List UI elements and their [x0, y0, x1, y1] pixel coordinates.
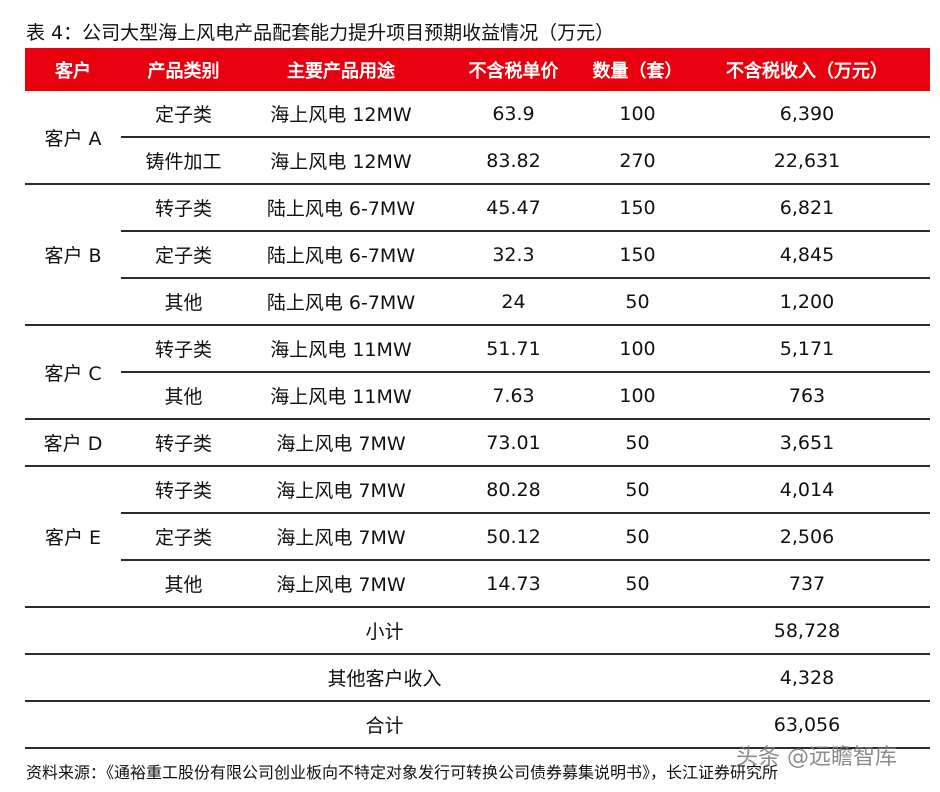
unit-price-cell: 45.47 [436, 184, 591, 232]
revenue-cell: 763 [684, 372, 930, 420]
client-cell: 客户 C [25, 325, 121, 420]
other-clients-label: 其他客户收入 [25, 654, 684, 702]
usage-cell: 海上风电 12MW [246, 137, 436, 185]
table-row: 铸件加工 海上风电 12MW 83.82 270 22,631 [25, 137, 930, 185]
header-usage: 主要产品用途 [246, 48, 436, 91]
unit-price-cell: 24 [436, 278, 591, 326]
category-cell: 转子类 [121, 419, 246, 467]
quantity-cell: 50 [591, 466, 684, 514]
quantity-cell: 50 [591, 419, 684, 467]
client-cell: 客户 E [25, 466, 121, 608]
table-row: 其他 陆上风电 6-7MW 24 50 1,200 [25, 278, 930, 326]
usage-cell: 海上风电 7MW [246, 560, 436, 608]
table-header-row: 客户 产品类别 主要产品用途 不含税单价 数量（套） 不含税收入（万元） [25, 48, 930, 91]
quantity-cell: 150 [591, 184, 684, 232]
category-cell: 其他 [121, 372, 246, 420]
source-note: 资料来源：《通裕重工股份有限公司创业板向不特定对象发行可转换公司债券募集说明书》… [26, 763, 779, 782]
table-row: 定子类 陆上风电 6-7MW 32.3 150 4,845 [25, 231, 930, 279]
unit-price-cell: 7.63 [436, 372, 591, 420]
revenue-cell: 3,651 [684, 419, 930, 467]
other-clients-value: 4,328 [684, 654, 930, 702]
revenue-cell: 6,821 [684, 184, 930, 232]
subtotal-label: 小计 [25, 607, 684, 655]
client-cell: 客户 D [25, 419, 121, 467]
category-cell: 其他 [121, 278, 246, 326]
unit-price-cell: 32.3 [436, 231, 591, 279]
revenue-cell: 5,171 [684, 325, 930, 373]
category-cell: 铸件加工 [121, 137, 246, 185]
revenue-cell: 22,631 [684, 137, 930, 185]
usage-cell: 海上风电 7MW [246, 513, 436, 561]
revenue-cell: 6,390 [684, 91, 930, 138]
unit-price-cell: 80.28 [436, 466, 591, 514]
table-row: 其他 海上风电 7MW 14.73 50 737 [25, 560, 930, 608]
quantity-cell: 100 [591, 372, 684, 420]
unit-price-cell: 14.73 [436, 560, 591, 608]
category-cell: 定子类 [121, 231, 246, 279]
unit-price-cell: 63.9 [436, 91, 591, 138]
usage-cell: 海上风电 7MW [246, 466, 436, 514]
revenue-cell: 737 [684, 560, 930, 608]
total-row: 合计 63,056 [25, 701, 930, 749]
other-clients-row: 其他客户收入 4,328 [25, 654, 930, 702]
header-revenue: 不含税收入（万元） [684, 48, 930, 91]
unit-price-cell: 50.12 [436, 513, 591, 561]
unit-price-cell: 73.01 [436, 419, 591, 467]
client-cell: 客户 A [25, 91, 121, 185]
subtotal-row: 小计 58,728 [25, 607, 930, 655]
usage-cell: 陆上风电 6-7MW [246, 278, 436, 326]
quantity-cell: 100 [591, 91, 684, 138]
quantity-cell: 50 [591, 560, 684, 608]
total-label: 合计 [25, 701, 684, 749]
table-row: 定子类 海上风电 7MW 50.12 50 2,506 [25, 513, 930, 561]
header-client: 客户 [25, 48, 121, 91]
usage-cell: 海上风电 7MW [246, 419, 436, 467]
category-cell: 转子类 [121, 325, 246, 373]
table-row: 客户 B 转子类 陆上风电 6-7MW 45.47 150 6,821 [25, 184, 930, 326]
revenue-cell: 4,014 [684, 466, 930, 514]
table-row: 客户 C 转子类 海上风电 11MW 51.71 100 5,171 [25, 325, 930, 420]
revenue-cell: 1,200 [684, 278, 930, 326]
revenue-cell: 4,845 [684, 231, 930, 279]
usage-cell: 陆上风电 6-7MW [246, 231, 436, 279]
usage-cell: 海上风电 11MW [246, 325, 436, 373]
usage-cell: 海上风电 12MW [246, 91, 436, 138]
quantity-cell: 50 [591, 513, 684, 561]
quantity-cell: 50 [591, 278, 684, 326]
category-cell: 定子类 [121, 91, 246, 138]
watermark: 头条 @远瞻智库 [736, 745, 897, 770]
total-value: 63,056 [684, 701, 930, 749]
quantity-cell: 100 [591, 325, 684, 373]
category-cell: 其他 [121, 560, 246, 608]
subtotal-value: 58,728 [684, 607, 930, 655]
header-category: 产品类别 [121, 48, 246, 91]
category-cell: 转子类 [121, 184, 246, 232]
unit-price-cell: 51.71 [436, 325, 591, 373]
revenue-table: 客户 产品类别 主要产品用途 不含税单价 数量（套） 不含税收入（万元） 客户 … [25, 48, 930, 749]
usage-cell: 陆上风电 6-7MW [246, 184, 436, 232]
unit-price-cell: 83.82 [436, 137, 591, 185]
client-cell: 客户 B [25, 184, 121, 326]
table-row: 客户 E 转子类 海上风电 7MW 80.28 50 4,014 [25, 466, 930, 608]
category-cell: 转子类 [121, 466, 246, 514]
table-row: 客户 D 转子类 海上风电 7MW 73.01 50 3,651 [25, 419, 930, 467]
header-quantity: 数量（套） [591, 48, 684, 91]
revenue-cell: 2,506 [684, 513, 930, 561]
quantity-cell: 150 [591, 231, 684, 279]
table-caption: 表 4：公司大型海上风电产品配套能力提升项目预期收益情况（万元） [26, 22, 615, 44]
category-cell: 定子类 [121, 513, 246, 561]
table-row: 客户 A 定子类 海上风电 12MW 63.9 100 6,390 [25, 91, 930, 185]
usage-cell: 海上风电 11MW [246, 372, 436, 420]
table-row: 其他 海上风电 11MW 7.63 100 763 [25, 372, 930, 420]
quantity-cell: 270 [591, 137, 684, 185]
header-unit-price: 不含税单价 [436, 48, 591, 91]
